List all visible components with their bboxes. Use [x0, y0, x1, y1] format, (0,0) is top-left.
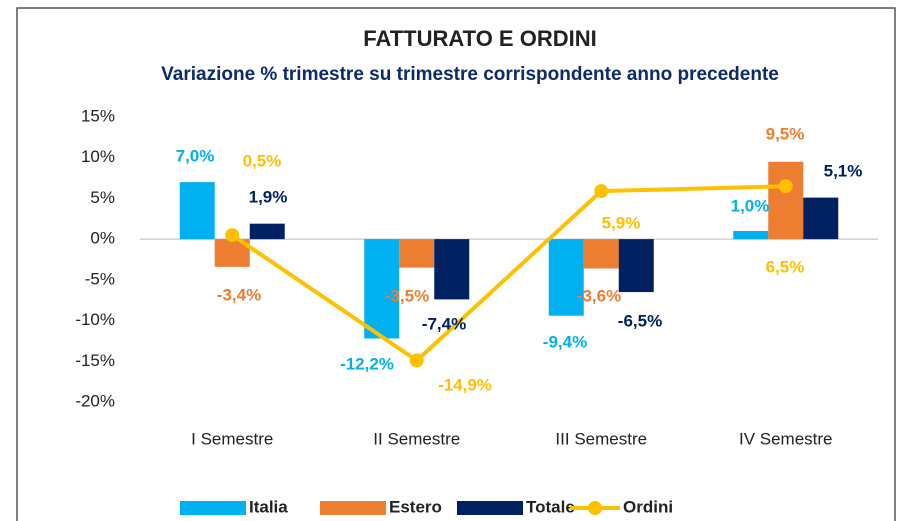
y-tick-label: -10%	[75, 310, 115, 329]
y-tick-label: 0%	[90, 229, 115, 248]
data-label: -9,4%	[543, 332, 587, 351]
y-tick-label: -15%	[75, 351, 115, 370]
data-label: -14,9%	[438, 375, 492, 394]
data-label: 1,9%	[249, 187, 288, 206]
line-marker	[409, 353, 424, 368]
data-label: 7,0%	[176, 146, 215, 165]
bar	[768, 161, 804, 240]
data-label: -6,5%	[618, 311, 662, 330]
legend-marker	[588, 501, 602, 515]
y-tick-label: 5%	[90, 188, 115, 207]
bar	[179, 182, 215, 240]
data-label: 5,1%	[824, 161, 863, 180]
bar	[399, 239, 435, 268]
legend-swatch	[320, 501, 386, 515]
chart-title: FATTURATO E ORDINI	[363, 26, 596, 51]
y-tick-label: -20%	[75, 391, 115, 410]
bar	[364, 239, 400, 339]
x-tick-label: I Semestre	[191, 429, 273, 448]
bar	[583, 239, 619, 269]
data-label: -3,4%	[217, 285, 261, 304]
x-tick-label: IV Semestre	[739, 429, 833, 448]
legend-label: Estero	[389, 497, 442, 516]
chart-subtitle: Variazione % trimestre su trimestre corr…	[161, 64, 779, 85]
line-marker	[594, 184, 609, 199]
line-marker	[778, 179, 793, 194]
bar	[548, 239, 584, 316]
chart-border	[16, 7, 896, 521]
data-label: -3,5%	[385, 286, 429, 305]
bar	[733, 231, 769, 240]
data-label: 1,0%	[731, 196, 770, 215]
bar	[249, 223, 285, 240]
y-tick-label: 10%	[81, 147, 115, 166]
x-tick-label: II Semestre	[373, 429, 460, 448]
legend-label: Italia	[249, 497, 288, 516]
y-tick-label: 15%	[81, 106, 115, 125]
data-label: -12,2%	[340, 354, 394, 373]
legend-label: Ordini	[623, 497, 673, 516]
legend-swatch	[457, 501, 523, 515]
legend-swatch	[180, 501, 246, 515]
y-tick-label: -5%	[85, 269, 115, 288]
data-label: 9,5%	[766, 124, 805, 143]
data-label: -7,4%	[422, 314, 466, 333]
line-marker	[225, 228, 240, 243]
data-label: 5,9%	[602, 213, 641, 232]
data-label: -3,6%	[577, 286, 621, 305]
bar	[618, 239, 654, 293]
data-label: 0,5%	[243, 151, 282, 170]
line	[231, 184, 786, 363]
bar	[803, 197, 839, 240]
x-tick-label: III Semestre	[555, 429, 647, 448]
data-label: 6,5%	[766, 257, 805, 276]
bar	[434, 239, 470, 300]
legend-label: Totale	[526, 497, 575, 516]
